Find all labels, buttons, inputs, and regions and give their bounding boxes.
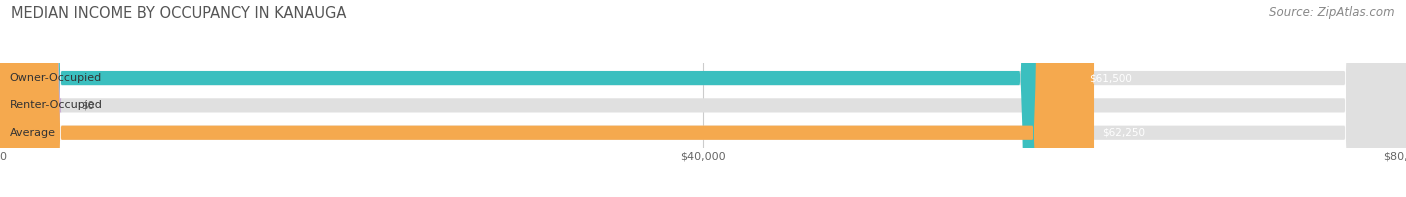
Text: Renter-Occupied: Renter-Occupied [10, 100, 103, 110]
Text: Owner-Occupied: Owner-Occupied [10, 73, 103, 83]
Text: Average: Average [10, 128, 56, 138]
Text: MEDIAN INCOME BY OCCUPANCY IN KANAUGA: MEDIAN INCOME BY OCCUPANCY IN KANAUGA [11, 6, 347, 21]
Text: $62,250: $62,250 [1102, 128, 1146, 138]
Text: $0: $0 [82, 100, 94, 110]
Text: Source: ZipAtlas.com: Source: ZipAtlas.com [1270, 6, 1395, 19]
Text: $61,500: $61,500 [1090, 73, 1132, 83]
FancyBboxPatch shape [0, 0, 1081, 197]
FancyBboxPatch shape [0, 0, 62, 197]
FancyBboxPatch shape [0, 0, 1094, 197]
